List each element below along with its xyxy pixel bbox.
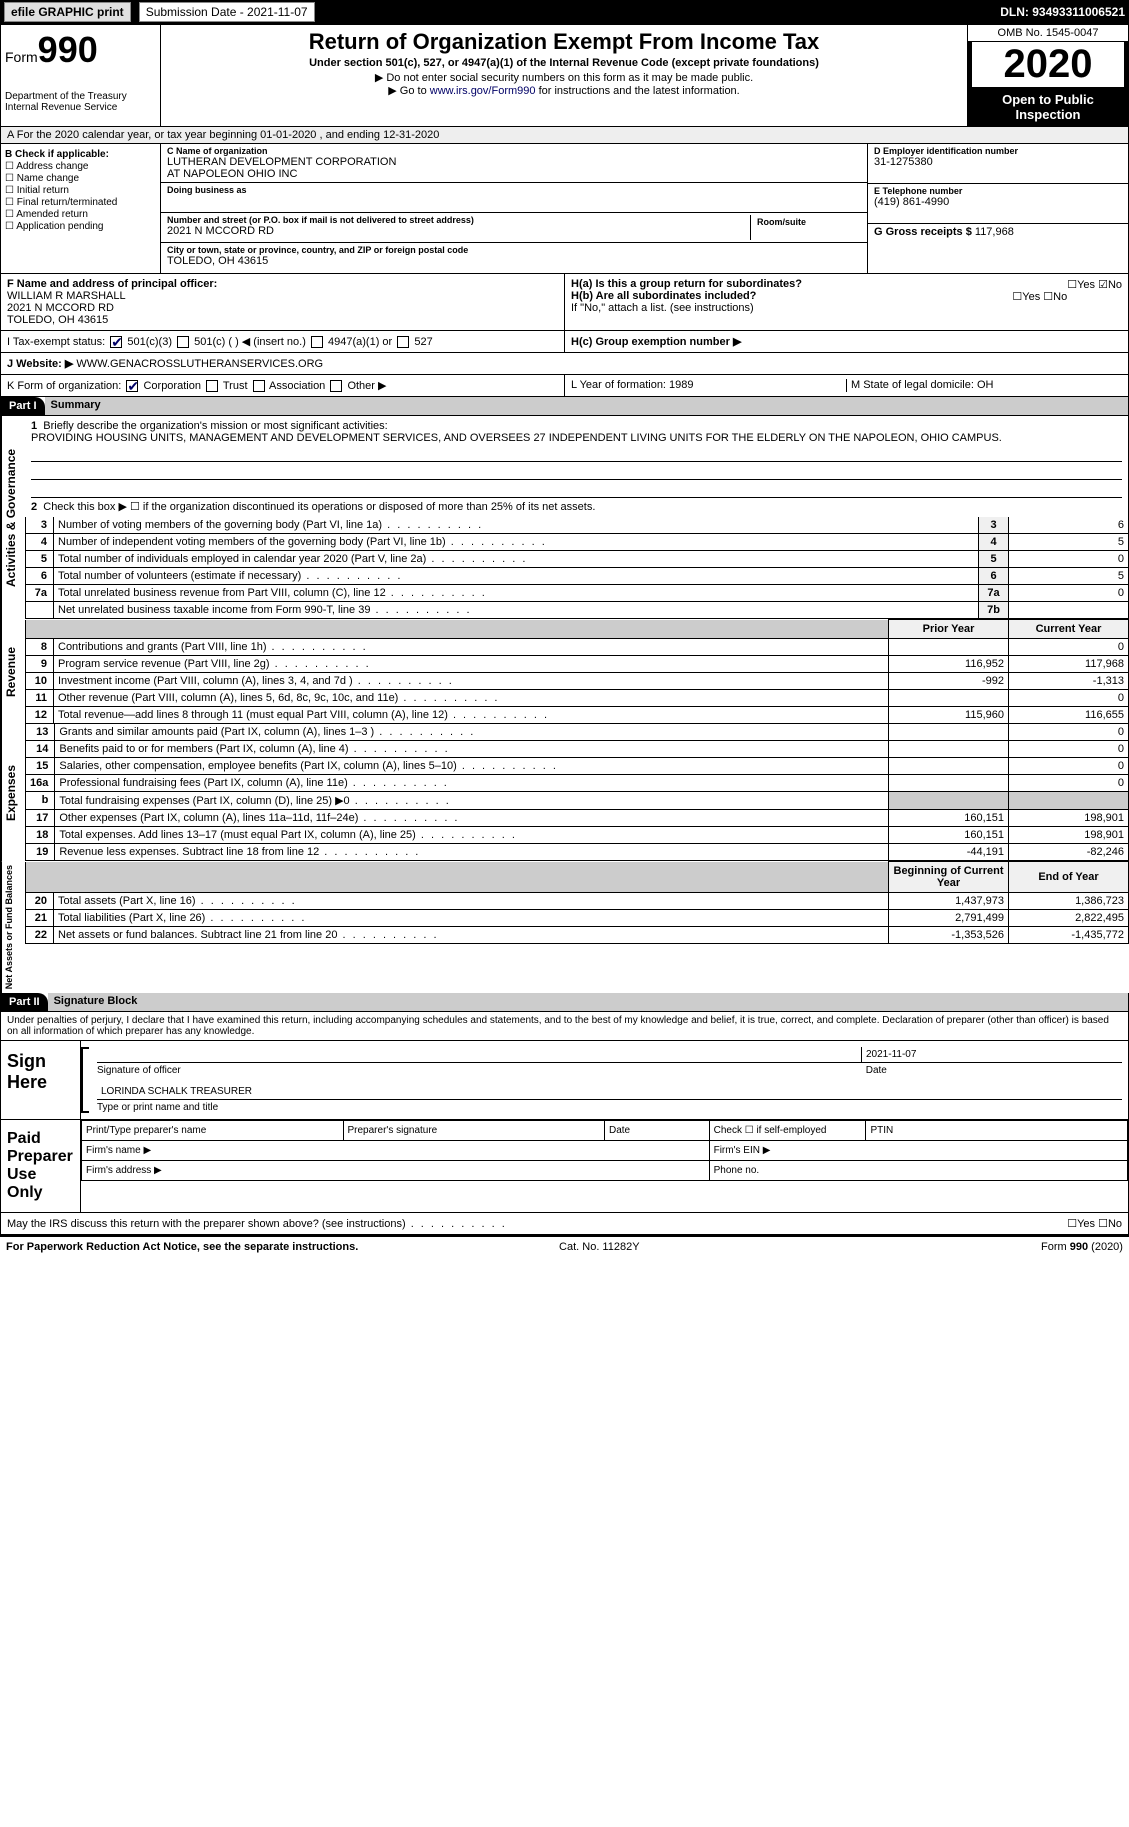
city-label: City or town, state or province, country… xyxy=(167,245,861,255)
check-address-change[interactable]: ☐ Address change xyxy=(5,161,156,172)
firm-ein-label: Firm's EIN ▶ xyxy=(709,1141,1127,1161)
sig-date-label: Date xyxy=(866,1065,1122,1076)
footer-catno: Cat. No. 11282Y xyxy=(559,1241,640,1253)
form-header: Form990 Department of the Treasury Inter… xyxy=(0,24,1129,127)
check-association[interactable] xyxy=(253,380,265,392)
check-501c[interactable] xyxy=(177,336,189,348)
tax-year: 2020 xyxy=(972,42,1124,87)
sig-officer-label: Signature of officer xyxy=(97,1065,866,1076)
dept-label: Department of the Treasury Internal Reve… xyxy=(5,91,156,113)
declaration-text: Under penalties of perjury, I declare th… xyxy=(0,1012,1129,1041)
inspection-label: Open to Public Inspection xyxy=(968,88,1128,126)
form-number: Form990 xyxy=(5,29,156,71)
row-k-lm: K Form of organization: Corporation Trus… xyxy=(0,375,1129,397)
section-governance-label: Activities & Governance xyxy=(1,416,25,619)
address-value: 2021 N MCCORD RD xyxy=(167,225,750,237)
footer-formref: Form 990 (2020) xyxy=(1041,1241,1123,1253)
paid-preparer-section: Paid Preparer Use Only Print/Type prepar… xyxy=(0,1120,1129,1213)
dba-label: Doing business as xyxy=(167,185,861,195)
check-trust[interactable] xyxy=(206,380,218,392)
year-formation: L Year of formation: 1989 xyxy=(571,379,847,392)
dln-label: DLN: 93493311006521 xyxy=(1000,5,1125,19)
officer-label: F Name and address of principal officer: xyxy=(7,278,558,290)
row-j-website: J Website: ▶ WWW.GENACROSSLUTHERANSERVIC… xyxy=(0,353,1129,375)
phone-label: E Telephone number xyxy=(874,186,1122,196)
part2-title: Signature Block xyxy=(48,993,1128,1011)
governance-table: 3Number of voting members of the governi… xyxy=(25,517,1129,619)
firm-address-label: Firm's address ▶ xyxy=(82,1161,710,1181)
gross-receipts-value: 117,968 xyxy=(975,226,1014,238)
omb-number: OMB No. 1545-0047 xyxy=(968,25,1128,42)
officer-name-title: LORINDA SCHALK TREASURER xyxy=(97,1084,256,1099)
ha-group-return: H(a) Is this a group return for subordin… xyxy=(571,278,1122,290)
goto-note: ▶ Go to www.irs.gov/Form990 for instruct… xyxy=(165,84,963,97)
org-name: LUTHERAN DEVELOPMENT CORPORATION AT NAPO… xyxy=(167,156,861,180)
top-toolbar: efile GRAPHIC print Submission Date - 20… xyxy=(0,0,1129,24)
revenue-table: Prior YearCurrent Year8Contributions and… xyxy=(25,619,1129,724)
ein-label: D Employer identification number xyxy=(874,146,1122,156)
netassets-table: Beginning of Current YearEnd of Year20To… xyxy=(25,861,1129,944)
firm-phone-label: Phone no. xyxy=(709,1161,1127,1181)
part1-title: Summary xyxy=(45,397,1128,415)
row-a-tax-year: A For the 2020 calendar year, or tax yea… xyxy=(0,127,1129,144)
check-corporation[interactable] xyxy=(126,380,138,392)
sign-here-section: Sign Here 2021-11-07 Signature of office… xyxy=(0,1041,1129,1120)
preparer-ptin-label: PTIN xyxy=(866,1121,1128,1141)
firm-name-label: Firm's name ▶ xyxy=(82,1141,710,1161)
hb-note: If "No," attach a list. (see instruction… xyxy=(571,302,1122,314)
sign-here-label: Sign Here xyxy=(1,1041,81,1119)
footer-left: For Paperwork Reduction Act Notice, see … xyxy=(6,1241,358,1253)
q1-label: Briefly describe the organization's miss… xyxy=(43,420,387,432)
check-final-return[interactable]: ☐ Final return/terminated xyxy=(5,197,156,208)
check-4947[interactable] xyxy=(311,336,323,348)
check-name-change[interactable]: ☐ Name change xyxy=(5,173,156,184)
section-revenue-label: Revenue xyxy=(1,619,25,724)
state-domicile: M State of legal domicile: OH xyxy=(847,379,1122,392)
check-amended-return[interactable]: ☐ Amended return xyxy=(5,209,156,220)
phone-value: (419) 861-4990 xyxy=(874,196,1122,208)
room-label: Room/suite xyxy=(757,217,855,227)
gross-receipts-label: G Gross receipts $ xyxy=(874,226,972,238)
col-b-title: B Check if applicable: xyxy=(5,149,156,160)
paid-preparer-label: Paid Preparer Use Only xyxy=(1,1120,81,1212)
section-b-to-g: B Check if applicable: ☐ Address change … xyxy=(0,144,1129,274)
part2-label: Part II xyxy=(1,993,48,1011)
city-value: TOLEDO, OH 43615 xyxy=(167,255,861,267)
officer-addr: 2021 N MCCORD RD TOLEDO, OH 43615 xyxy=(7,302,558,326)
check-501c3[interactable] xyxy=(110,336,122,348)
form-subtitle: Under section 501(c), 527, or 4947(a)(1)… xyxy=(165,57,963,69)
preparer-sig-label: Preparer's signature xyxy=(343,1121,605,1141)
section-expenses-label: Expenses xyxy=(1,724,25,861)
preparer-date-label: Date xyxy=(605,1121,710,1141)
part1-label: Part I xyxy=(1,397,45,415)
form-title: Return of Organization Exempt From Incom… xyxy=(165,29,963,55)
officer-name: WILLIAM R MARSHALL xyxy=(7,290,558,302)
ein-value: 31-1275380 xyxy=(874,156,1122,168)
hc-group-exemption: H(c) Group exemption number ▶ xyxy=(571,336,741,348)
website-value: WWW.GENACROSSLUTHERANSERVICES.ORG xyxy=(76,358,323,370)
address-label: Number and street (or P.O. box if mail i… xyxy=(167,215,750,225)
preparer-name-label: Print/Type preparer's name xyxy=(82,1121,344,1141)
org-name-label: C Name of organization xyxy=(167,146,861,156)
section-netassets-label: Net Assets or Fund Balances xyxy=(1,861,25,993)
name-title-label: Type or print name and title xyxy=(97,1102,1122,1113)
check-other[interactable] xyxy=(330,380,342,392)
irs-link[interactable]: www.irs.gov/Form990 xyxy=(430,85,536,97)
sig-date-value: 2021-11-07 xyxy=(861,1047,1122,1062)
submission-date: Submission Date - 2021-11-07 xyxy=(139,2,315,22)
check-527[interactable] xyxy=(397,336,409,348)
preparer-selfemployed: Check ☐ if self-employed xyxy=(709,1121,866,1141)
row-i-hc: I Tax-exempt status: 501(c)(3) 501(c) ( … xyxy=(0,331,1129,353)
expenses-table: 13Grants and similar amounts paid (Part … xyxy=(25,724,1129,861)
row-f-h: F Name and address of principal officer:… xyxy=(0,274,1129,331)
q2-label: Check this box ▶ ☐ if the organization d… xyxy=(43,501,595,513)
check-initial-return[interactable]: ☐ Initial return xyxy=(5,185,156,196)
hb-subordinates: H(b) Are all subordinates included? ☐Yes… xyxy=(571,290,1122,302)
check-application-pending[interactable]: ☐ Application pending xyxy=(5,221,156,232)
q1-answer: PROVIDING HOUSING UNITS, MANAGEMENT AND … xyxy=(31,432,1122,444)
ssn-note: ▶ Do not enter social security numbers o… xyxy=(165,71,963,84)
efile-print-button[interactable]: efile GRAPHIC print xyxy=(4,2,131,22)
page-footer: For Paperwork Reduction Act Notice, see … xyxy=(0,1235,1129,1257)
discuss-row: May the IRS discuss this return with the… xyxy=(0,1213,1129,1235)
